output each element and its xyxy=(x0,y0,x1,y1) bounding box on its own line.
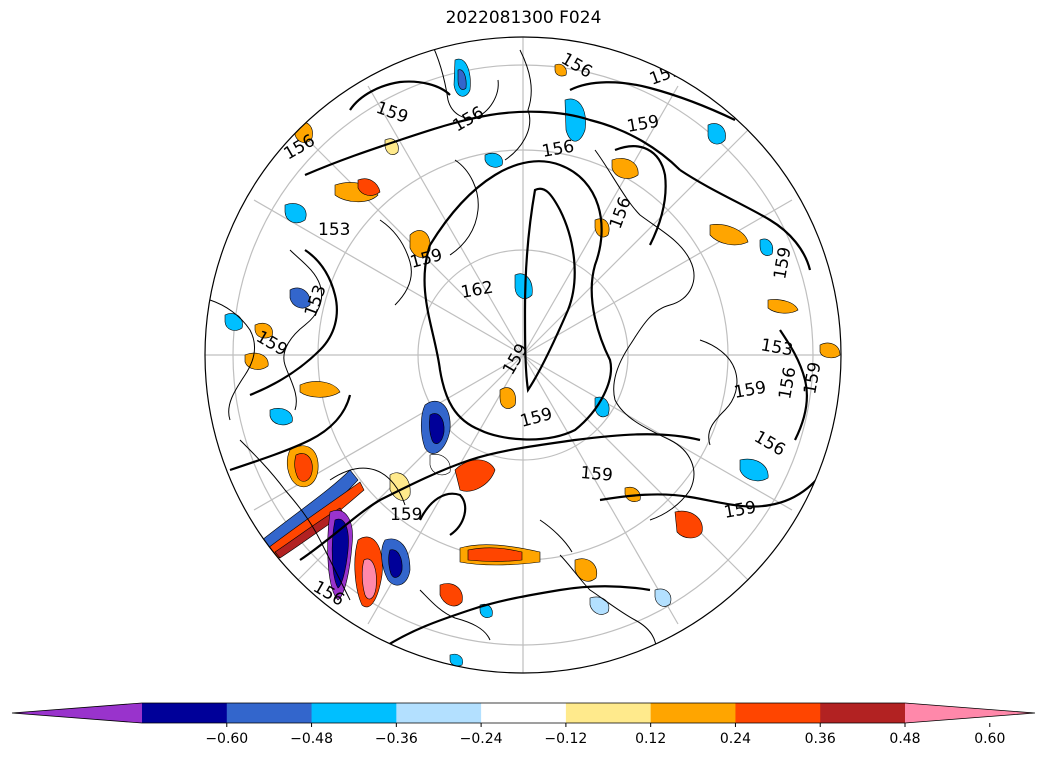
colorbar: −0.60 −0.48 −0.36 −0.24 −0.12 0.12 0.24 0.36 0.4… xyxy=(11,702,1036,747)
contour-label: 153 xyxy=(759,335,794,360)
contour-label: 159 xyxy=(390,505,422,525)
shade-negative-deep xyxy=(429,413,445,445)
contour-label: 159 xyxy=(580,463,614,486)
polar-map: 156 159 156 156 159 159 156 153 159 162 … xyxy=(204,36,842,674)
colorbar-tick-label: −0.24 xyxy=(460,731,503,747)
colorbar-tick-label: −0.48 xyxy=(290,731,333,747)
contour-labels: 156 159 156 156 159 159 156 153 159 162 … xyxy=(253,49,826,611)
shaded-field xyxy=(224,58,841,667)
shade-positive-orange xyxy=(674,510,703,539)
colorbar-tick-label: 0.48 xyxy=(889,731,920,747)
shade-positive-pink xyxy=(361,558,377,600)
map-boundary xyxy=(204,36,842,674)
height-contours xyxy=(229,80,831,651)
contour-label: 153 xyxy=(318,220,350,240)
contour-label: 156 xyxy=(281,131,319,165)
colorbar-tick-label: −0.12 xyxy=(544,731,587,747)
shade-negative-mid xyxy=(331,518,349,589)
colorbar-bin xyxy=(820,703,906,723)
colorbar-bin xyxy=(311,703,397,723)
colorbar-tick-label: 0.24 xyxy=(720,731,751,747)
colorbar-tick-label: 0.12 xyxy=(635,731,666,747)
colorbar-tick-label: −0.60 xyxy=(205,731,248,747)
contour-label: 156 xyxy=(540,137,575,162)
contour-label: 156 xyxy=(775,365,800,400)
contour-label: 159 xyxy=(625,112,660,137)
contour-label: 159 xyxy=(722,498,757,523)
shade-positive-red xyxy=(294,453,313,482)
contour-label: 159 xyxy=(732,378,767,403)
contour-label: 159 xyxy=(770,245,795,280)
contour-label: 156 xyxy=(751,427,789,461)
colorbar-bin xyxy=(481,703,567,723)
colorbar-bin xyxy=(565,703,652,723)
colorbar-bin xyxy=(650,703,736,723)
contour-label: 162 xyxy=(459,278,494,303)
contour-label: 159 xyxy=(800,360,825,395)
colorbar-extend-min xyxy=(12,703,142,723)
shade-positive-orange xyxy=(454,459,496,492)
shade-negative-deep xyxy=(388,549,403,578)
coastlines xyxy=(209,39,738,661)
graticule xyxy=(205,37,841,673)
colorbar-extend-max xyxy=(905,703,1035,723)
colorbar-bin xyxy=(735,703,821,723)
contour-label: 156 xyxy=(450,103,488,137)
contour-label: 156 xyxy=(558,49,596,83)
colorbar-bin xyxy=(142,703,228,723)
contour-label: 156 xyxy=(606,194,636,231)
colorbar-tick-label: 0.36 xyxy=(805,731,836,747)
colorbar-tick-label: −0.36 xyxy=(375,731,418,747)
shade-positive-red xyxy=(467,547,523,562)
contour-label: 159 xyxy=(373,98,410,128)
colorbar-bin xyxy=(396,703,482,723)
contour-label: 153 xyxy=(301,282,331,319)
colorbar-outline xyxy=(11,702,1036,724)
colorbar-tick-label: 0.60 xyxy=(974,731,1005,747)
map-title: 2022081300 F024 xyxy=(445,8,602,28)
colorbar-bin xyxy=(226,703,313,723)
